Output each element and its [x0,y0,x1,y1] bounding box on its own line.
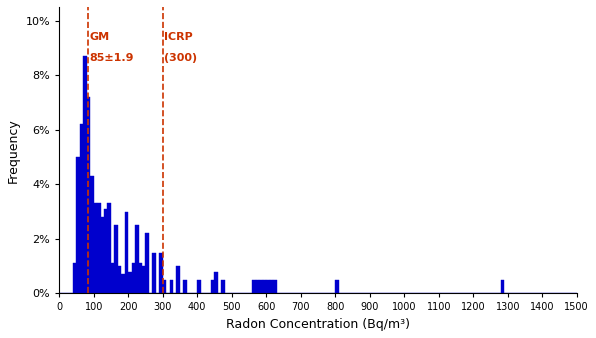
Bar [114,225,118,293]
Bar [135,225,138,293]
Bar [125,212,128,293]
Bar [176,266,180,293]
Bar [221,280,225,293]
Bar [215,272,218,293]
Bar [107,203,111,293]
Bar [118,266,121,293]
Bar [73,263,76,293]
Bar [80,124,83,293]
Text: (300): (300) [164,53,197,63]
Bar [273,280,277,293]
Text: ICRP: ICRP [164,31,193,42]
Bar [83,56,87,293]
Bar [501,280,504,293]
Bar [76,157,80,293]
Bar [97,203,101,293]
Bar [197,280,201,293]
Text: GM: GM [89,31,110,42]
Bar [111,263,114,293]
Bar [170,280,173,293]
Bar [142,266,145,293]
Bar [87,97,90,293]
Bar [163,280,166,293]
Bar [159,252,163,293]
Y-axis label: Frequency: Frequency [7,118,20,183]
X-axis label: Radon Concentration (Bq/m³): Radon Concentration (Bq/m³) [226,318,410,331]
Bar [153,252,156,293]
Bar [184,280,187,293]
Bar [104,209,107,293]
Bar [263,280,266,293]
Bar [138,263,142,293]
Bar [211,280,215,293]
Bar [335,280,339,293]
Bar [121,274,125,293]
Bar [101,217,104,293]
Bar [90,176,94,293]
Bar [132,263,135,293]
Bar [259,280,263,293]
Bar [269,280,273,293]
Bar [266,280,269,293]
Bar [252,280,256,293]
Bar [94,203,97,293]
Bar [128,272,132,293]
Bar [256,280,259,293]
Text: 85±1.9: 85±1.9 [89,53,134,63]
Bar [145,234,149,293]
